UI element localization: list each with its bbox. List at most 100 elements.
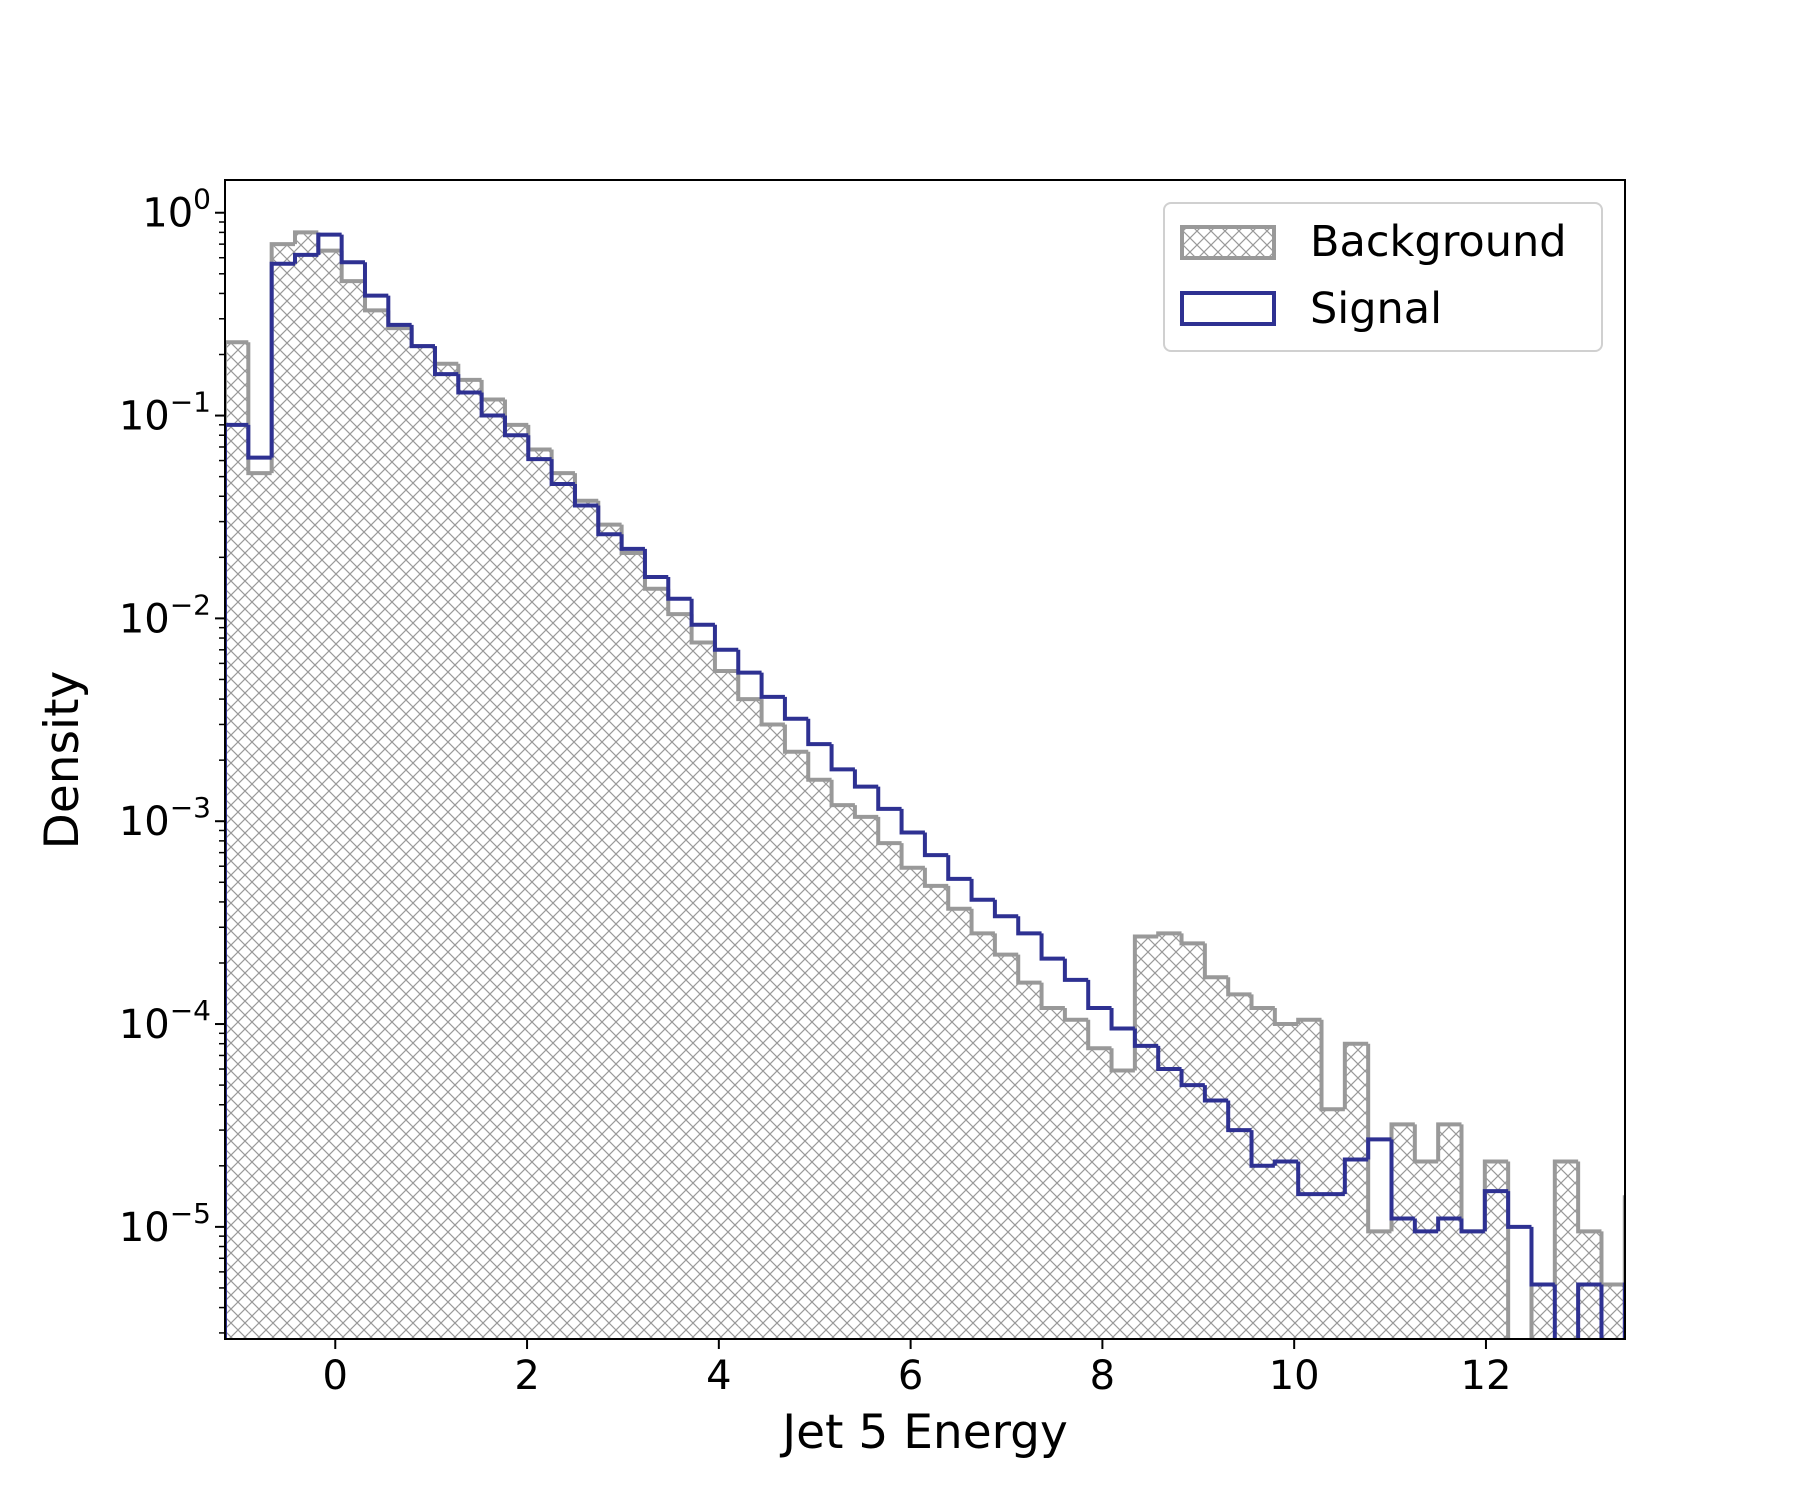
signal-step-22 [736,649,762,675]
background-bar-45 [1274,1024,1299,1339]
signal-step-10 [456,374,482,395]
signal-step-17 [619,534,645,551]
background-step-47 [1319,1019,1345,1112]
legend-background-label: Background [1310,217,1567,267]
signal-step-37 [1086,979,1112,1010]
y-tick-label-1: 10−1 [119,386,211,440]
background-bar-3 [294,232,319,1339]
background-step-44 [1249,994,1275,1010]
signal-step-55 [1506,1191,1532,1229]
signal-step-32 [969,878,995,902]
signal-step-48 [1342,1157,1369,1195]
signal-step-52 [1436,1216,1462,1232]
signal-step-28 [876,786,902,811]
signal-step-31 [946,855,972,881]
background-bar-35 [1041,1007,1065,1339]
legend-signal-label: Signal [1310,284,1442,334]
background-step-32 [969,908,995,936]
background-bar-31 [948,908,972,1339]
background-step-51 [1412,1124,1439,1164]
background-bar-39 [1134,936,1159,1339]
signal-step-0 [225,422,249,1339]
background-step-38 [1109,1048,1135,1073]
background-step-41 [1179,933,1205,946]
signal-step-11 [479,392,505,418]
background-bar-30 [924,885,949,1339]
signal-step-51 [1412,1218,1439,1234]
signal-step-42 [1202,1085,1229,1103]
background-bar-53 [1461,1231,1485,1339]
background-bar-1 [248,473,272,1339]
signal-step-7 [386,295,412,327]
background-step-57 [1552,1159,1579,1285]
background-bar-11 [481,399,505,1339]
background-bar-21 [714,671,739,1339]
background-step-45 [1272,1007,1299,1027]
signal-step-58 [1576,1282,1602,1339]
background-step-22 [736,671,762,702]
y-axis-label: Density [35,671,90,850]
background-step-59 [1599,1231,1625,1287]
background-step-26 [829,779,855,808]
background-bar-10 [458,379,482,1339]
legend-signal-swatch [1180,291,1276,326]
background-bar-49 [1368,1231,1392,1339]
background-bar-37 [1088,1048,1112,1339]
background-step-43 [1226,977,1252,997]
signal-step-25 [806,718,832,747]
background-bar-26 [831,805,855,1339]
background-bar-33 [994,954,1019,1339]
background-bar-0 [225,342,249,1339]
histogram-bars [225,230,1625,1339]
background-bar-17 [621,553,645,1339]
signal-step-6 [362,262,389,298]
signal-step-1 [246,424,272,460]
background-step-30 [922,867,949,888]
background-step-58 [1576,1161,1602,1234]
signal-step-3 [292,252,319,264]
background-bar-27 [854,816,879,1339]
signal-step-34 [1016,916,1042,936]
signal-step-36 [1062,958,1089,982]
background-step-49 [1366,1043,1392,1234]
signal-step-44 [1249,1130,1275,1168]
y-tick-label-3: 10−3 [119,791,211,845]
x-tick-label-2: 4 [706,1353,731,1399]
signal-step-8 [409,324,435,349]
background-bar-12 [504,424,529,1339]
background-bar-42 [1204,977,1229,1339]
background-bar-58 [1578,1231,1602,1339]
background-bar-5 [341,281,365,1339]
background-bar-40 [1158,933,1182,1339]
background-step-31 [946,885,972,911]
signal-step-33 [992,899,1019,919]
signal-step-4 [316,232,342,255]
background-bar-51 [1414,1161,1439,1339]
background-bar-6 [364,310,389,1339]
y-tick-label-0: 100 [142,183,211,237]
background-step-36 [1062,1007,1089,1022]
background-bar-52 [1438,1124,1462,1339]
signal-step-45 [1272,1159,1299,1166]
x-tick-label-1: 2 [514,1353,539,1399]
background-bar-48 [1344,1043,1369,1339]
background-step-40 [1156,931,1182,937]
background-step-3 [292,230,319,245]
background-bar-59 [1601,1284,1625,1339]
background-bar-43 [1228,994,1252,1339]
background-bar-36 [1064,1019,1089,1339]
background-bar-19 [668,614,692,1339]
signal-step-39 [1132,1028,1159,1048]
signal-step-46 [1296,1161,1322,1197]
signal-step-9 [432,346,459,377]
signal-step-56 [1529,1226,1555,1287]
background-step-23 [759,699,785,727]
background-step-52 [1436,1122,1462,1162]
background-bar-9 [434,363,459,1339]
background-bar-15 [574,500,599,1339]
background-bar-13 [528,449,552,1339]
signal-step-12 [502,415,529,438]
background-step-48 [1342,1041,1369,1110]
background-bar-54 [1484,1161,1509,1339]
